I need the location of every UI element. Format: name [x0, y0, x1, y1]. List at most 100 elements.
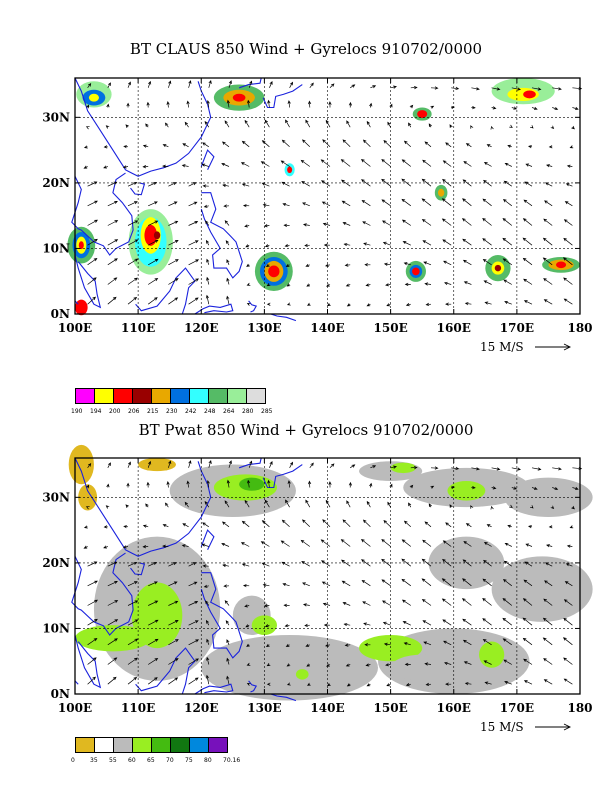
- wind-arrow: [365, 663, 371, 667]
- wind-arrow: [285, 119, 290, 128]
- wind-arrow: [87, 638, 98, 646]
- wind-arrow: [344, 263, 351, 267]
- wind-arrow: [325, 263, 331, 267]
- wind-arrow: [451, 86, 460, 91]
- wind-arrow: [87, 580, 98, 587]
- field-cell: [75, 299, 88, 316]
- wind-arrow: [205, 600, 210, 606]
- wind-arrow: [188, 658, 199, 665]
- wind-arrow: [127, 581, 138, 587]
- wind-arrow: [264, 244, 270, 248]
- wind-arrow: [162, 164, 169, 168]
- wind-arrow: [461, 598, 472, 606]
- coastline: [200, 529, 215, 551]
- wind-arrow: [369, 102, 373, 108]
- wind-arrow: [462, 639, 472, 646]
- wind-arrow: [162, 144, 169, 148]
- wind-arrow: [223, 204, 230, 208]
- colorbar-label: 264: [223, 408, 235, 415]
- colorbar-label: 190: [71, 408, 83, 415]
- pwat-colorbar: 0 35 55 60 65 70 75 80 70.16: [71, 737, 240, 766]
- wind-arrow: [421, 178, 432, 187]
- wind-arrow: [523, 300, 533, 305]
- coastline: [270, 313, 297, 322]
- wind-arrow: [491, 467, 501, 471]
- wind-arrow: [146, 101, 150, 108]
- wind-arrow: [386, 303, 391, 307]
- wind-arrow: [107, 296, 117, 305]
- wind-arrow: [451, 485, 456, 489]
- wind-arrow: [566, 164, 573, 168]
- wind-arrow: [105, 505, 110, 509]
- wind-arrow: [462, 179, 472, 187]
- colorbar-label: 35: [90, 757, 98, 764]
- wind-arrow: [523, 658, 533, 665]
- wind-arrow: [424, 521, 432, 528]
- wind-arrow: [243, 584, 250, 588]
- wind-arrow: [421, 599, 432, 606]
- wind-arrow: [509, 124, 513, 128]
- wind-arrow: [430, 86, 439, 90]
- colorbar-swatch: [132, 388, 152, 404]
- wind-arrow: [410, 85, 418, 90]
- wind-arrow: [527, 145, 533, 149]
- wind-arrow: [107, 600, 119, 606]
- wind-arrow: [148, 619, 159, 626]
- wind-arrow: [289, 461, 293, 468]
- x-tick-label: 120E: [184, 321, 218, 335]
- coastline: [135, 267, 196, 315]
- wind-arrow: [445, 522, 452, 528]
- wind-arrow: [263, 224, 270, 228]
- wind-arrow: [381, 158, 391, 167]
- wind-arrow: [188, 639, 200, 646]
- wind-arrow: [362, 221, 371, 226]
- wind-arrow: [442, 160, 452, 167]
- wind-arrow: [107, 277, 118, 285]
- wind-arrow: [424, 662, 432, 666]
- coastline: [130, 182, 146, 196]
- wind-arrow: [502, 258, 512, 266]
- wind-arrow: [408, 502, 412, 508]
- field-cell: [268, 265, 280, 278]
- wind-arrow: [307, 682, 311, 686]
- wind-arrow: [464, 682, 472, 686]
- wind-arrow: [523, 278, 533, 285]
- wind-arrow: [548, 145, 553, 149]
- wind-arrow: [203, 204, 209, 208]
- wind-arrow: [483, 660, 492, 665]
- wind-arrow: [444, 661, 452, 665]
- coastline: [248, 300, 258, 313]
- wind-arrow: [421, 578, 432, 587]
- wind-arrow: [370, 465, 377, 469]
- wind-arrow: [322, 139, 331, 148]
- wind-arrow: [226, 657, 230, 665]
- wind-arrow: [442, 558, 452, 567]
- colorbar-label: 55: [109, 757, 117, 764]
- wind-arrow: [362, 139, 371, 148]
- wind-arrow: [428, 123, 432, 128]
- wind-arrow: [243, 204, 250, 208]
- field-cell: [138, 458, 176, 472]
- wind-arrow: [107, 82, 111, 88]
- wind-arrow: [107, 638, 118, 646]
- wind-arrow: [569, 525, 574, 529]
- wind-arrow: [522, 598, 533, 606]
- wind-arrow: [266, 682, 271, 686]
- x-tick-label: 120E: [184, 701, 218, 715]
- wind-arrow: [381, 178, 391, 187]
- wind-arrow: [326, 663, 331, 667]
- wind-arrow: [563, 617, 573, 626]
- wind-arrow: [221, 141, 230, 148]
- wind-arrow: [563, 219, 573, 226]
- wind-arrow: [168, 201, 178, 207]
- wind-arrow: [188, 259, 200, 266]
- wind-arrow: [465, 143, 472, 148]
- wind-arrow: [531, 87, 542, 91]
- wind-arrow: [221, 521, 230, 528]
- wind-arrow: [188, 562, 197, 567]
- field-cell: [287, 166, 293, 174]
- wind-arrow: [106, 483, 110, 488]
- wind-arrow: [341, 179, 351, 187]
- wind-arrow: [269, 460, 273, 468]
- field-cell: [390, 654, 454, 681]
